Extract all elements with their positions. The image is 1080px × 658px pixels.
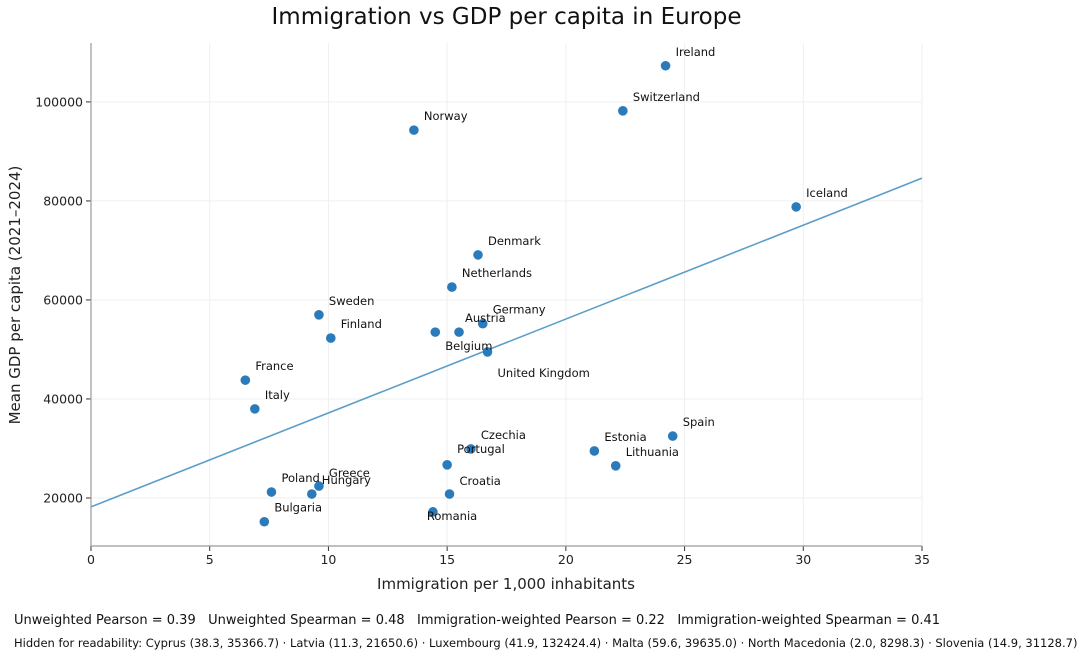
data-point[interactable] [667,431,678,441]
data-point[interactable] [314,481,324,491]
data-point[interactable] [444,489,455,499]
data-point[interactable] [409,125,419,135]
point-label: Poland [281,471,319,485]
point-label: Netherlands [462,266,532,280]
point-label: Finland [341,317,382,331]
x-tick-label: 10 [320,552,336,567]
data-point[interactable] [240,375,251,385]
point-label: Austria [465,311,506,325]
data-point[interactable] [314,309,324,320]
data-point[interactable] [266,487,277,497]
point-label: Portugal [457,442,505,456]
point-label: Croatia [460,474,501,488]
data-point[interactable] [447,282,457,292]
data-point[interactable] [326,333,336,343]
data-point[interactable] [259,516,270,527]
x-tick-label: 25 [677,552,693,567]
data-point[interactable] [589,446,600,456]
data-point[interactable] [473,250,483,260]
point-label: Greece [329,466,370,480]
point-label: Bulgaria [274,501,322,515]
point-label: Norway [424,109,468,123]
point-label: Spain [683,415,715,429]
x-tick-label: 20 [558,552,574,567]
point-label: Germany [493,303,546,317]
point-label: Estonia [604,430,646,444]
point-label: Iceland [806,186,848,200]
data-point[interactable] [618,106,628,116]
data-point[interactable] [250,404,260,414]
y-tick-label: 20000 [43,490,83,505]
axes: 0 5 10 15 20 25 30 35 20000 40000 60000 80000 100000 [35,43,930,567]
data-point[interactable] [791,202,801,212]
point-label: Romania [427,509,477,523]
data-point[interactable] [454,327,464,337]
data-point[interactable] [442,460,452,470]
point-label: Denmark [488,234,541,248]
point-label: Lithuania [626,445,679,459]
correlation-stats: Unweighted Pearson = 0.39 Unweighted Spe… [14,613,941,628]
x-tick-label: 35 [914,552,930,567]
data-point[interactable] [477,318,488,329]
point-label: Czechia [481,428,526,442]
grid [90,43,923,546]
y-tick-label: 100000 [35,94,83,109]
point-label: Switzerland [633,90,700,104]
x-tick-label: 0 [87,552,95,567]
point-label: Belgium [445,339,492,353]
labels-layer: Ireland Switzerland Norway Iceland Denmark Ne… [255,45,847,523]
y-axis-label: Mean GDP per capita (2021–2024) [6,166,24,425]
data-point[interactable] [466,444,476,454]
x-tick-label: 15 [439,552,455,567]
points-layer [240,60,801,527]
data-point[interactable] [482,347,493,357]
point-label: United Kingdom [498,366,590,380]
data-point[interactable] [307,489,317,499]
trend-line [90,177,923,508]
y-tick-label: 80000 [43,193,83,208]
point-label: France [255,359,293,373]
chart-title: Immigration vs GDP per capita in Europe [271,4,742,30]
x-tick-label: 30 [795,552,811,567]
point-label: Italy [265,388,290,402]
x-axis-label: Immigration per 1,000 inhabitants [377,575,635,593]
point-label: Hungary [322,473,371,487]
point-label: Sweden [329,294,374,308]
y-tick-label: 60000 [43,292,83,307]
data-point[interactable] [428,507,438,517]
data-point[interactable] [660,60,671,71]
point-label: Ireland [676,45,716,59]
x-tick-label: 5 [206,552,214,567]
data-point[interactable] [430,327,441,337]
data-point[interactable] [610,460,621,471]
y-tick-label: 40000 [43,391,83,406]
hidden-points-note: Hidden for readability: Cyprus (38.3, 35… [14,636,1078,650]
